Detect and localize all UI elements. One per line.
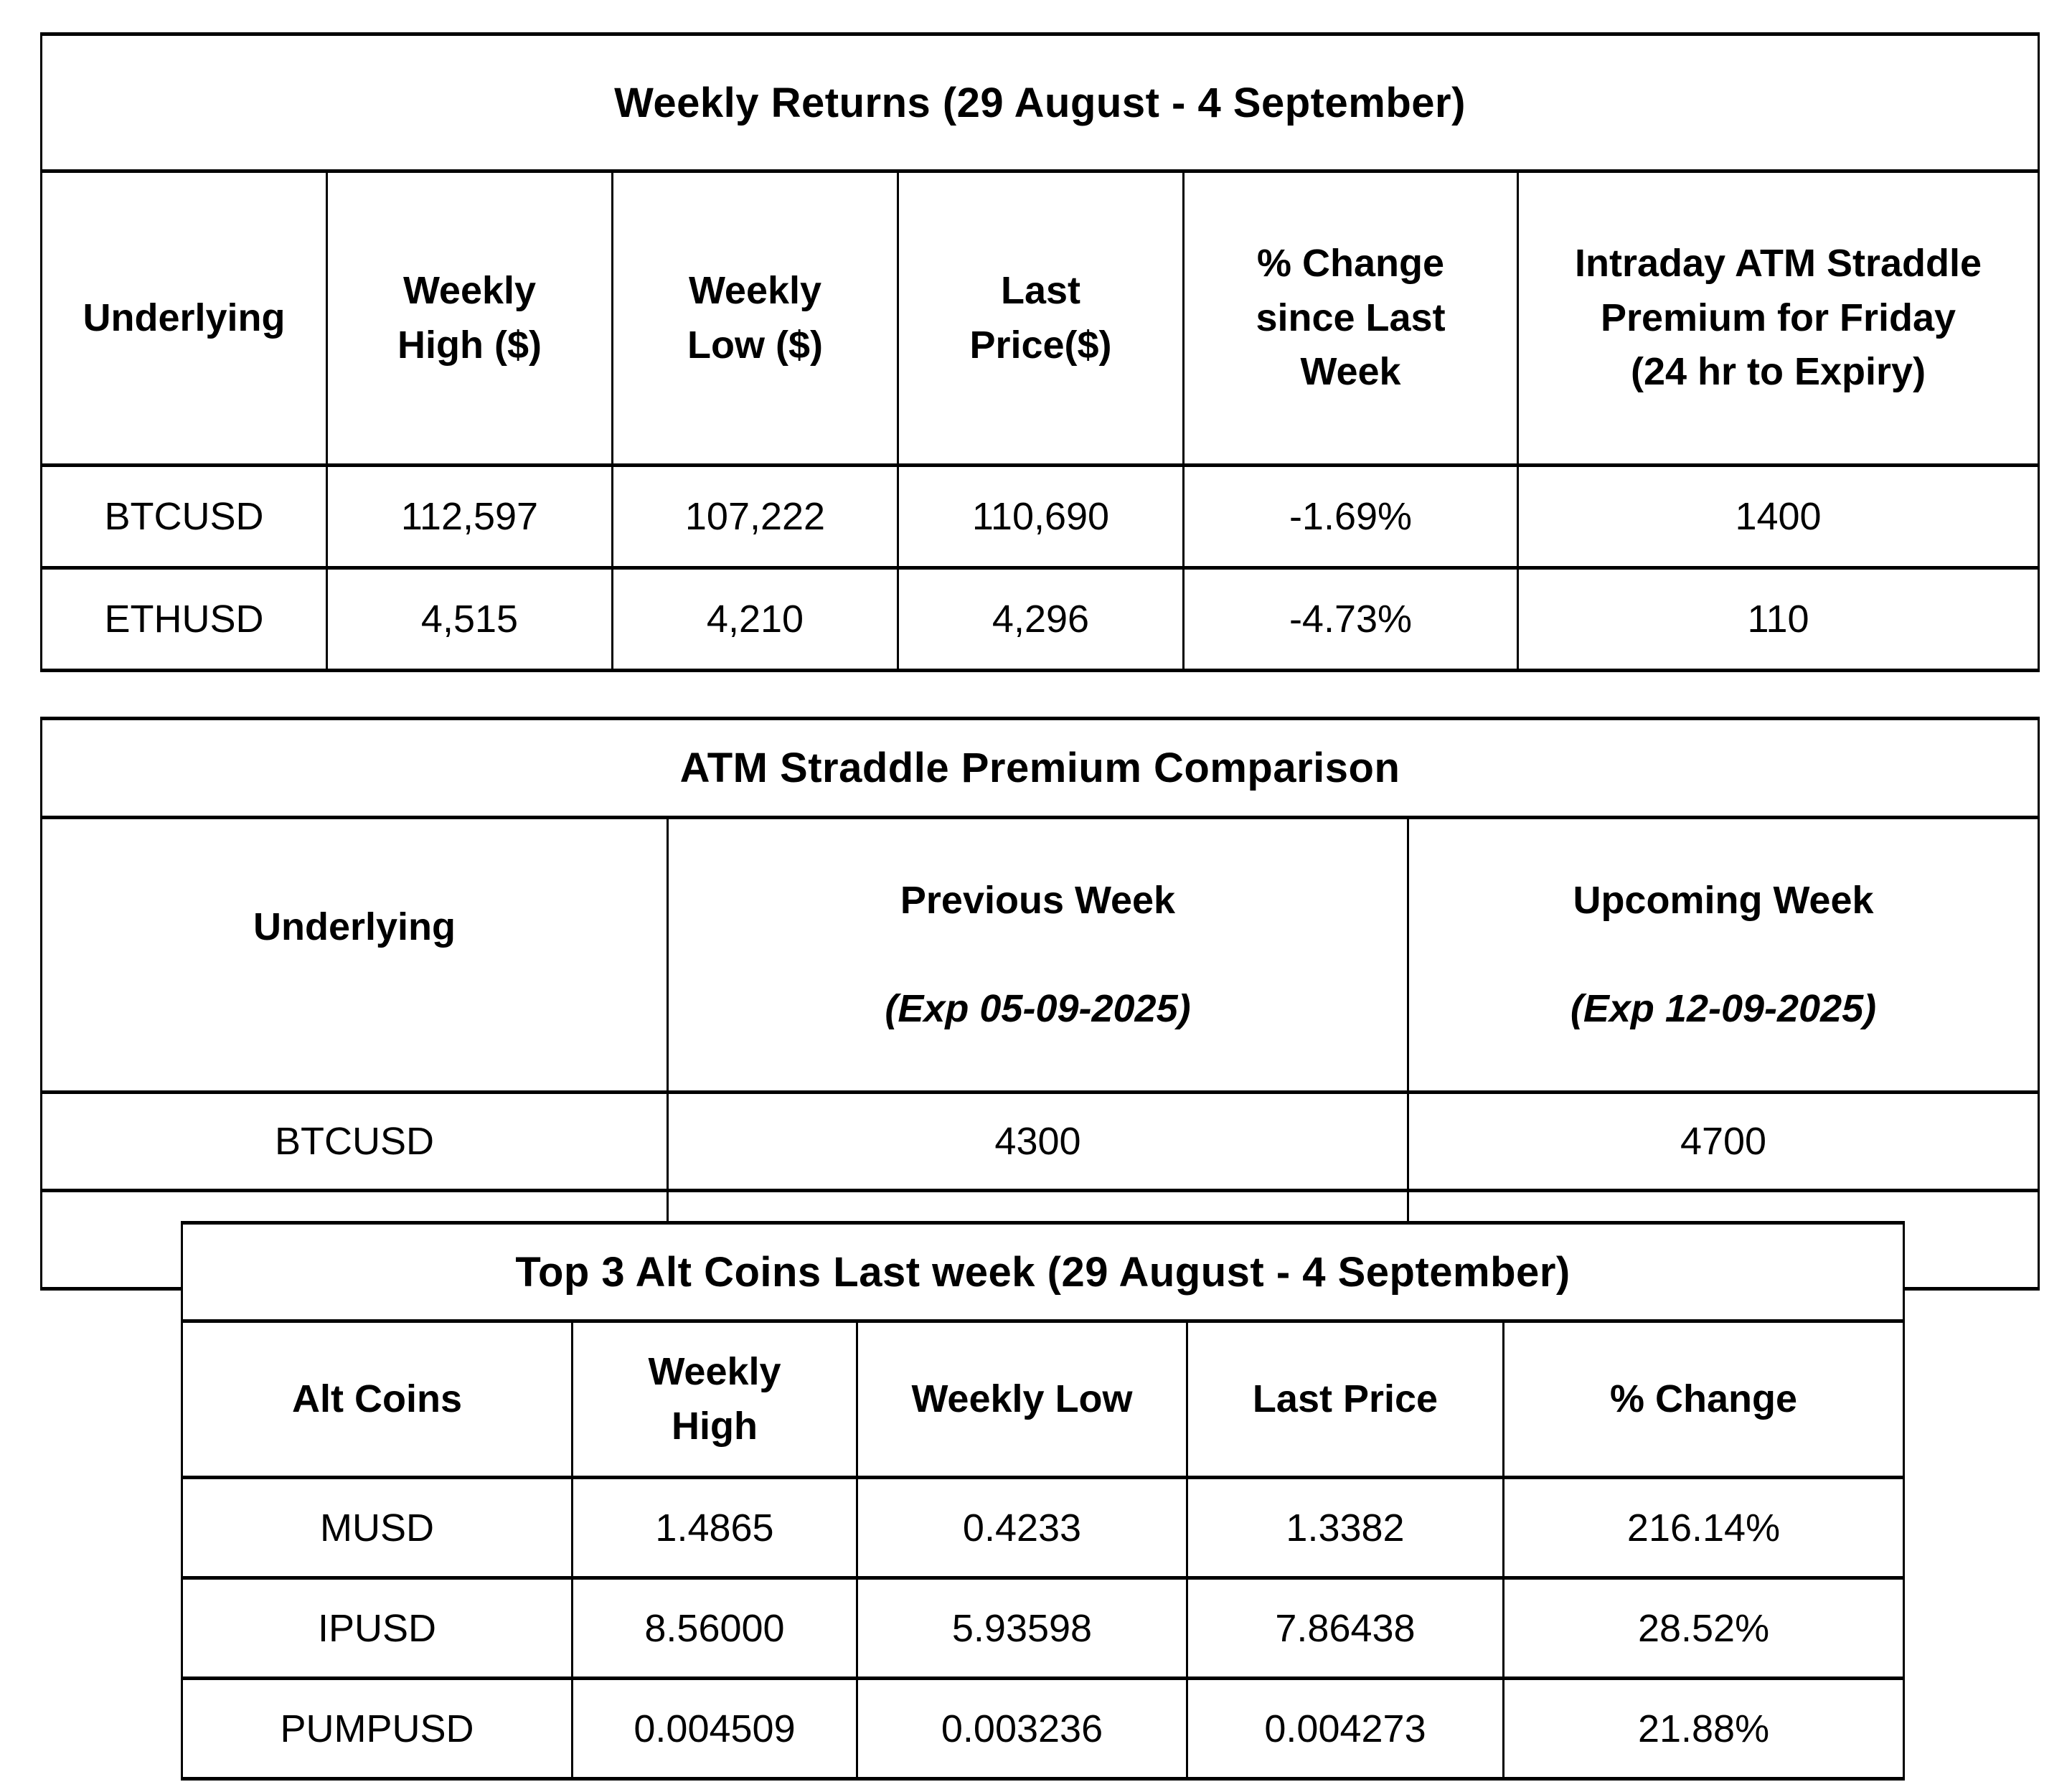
cell-weekly-low: 4,210 [611, 566, 899, 672]
cell-weekly-high: 112,597 [326, 463, 613, 570]
cell-coin: PUMPUSD [181, 1677, 573, 1781]
header-cell-weekly-low: Weekly Low [856, 1319, 1188, 1479]
cell-weekly-high: 8.56000 [571, 1576, 858, 1680]
table-row-ipusd: IPUSD 8.56000 5.93598 7.86438 28.52% [181, 1576, 1906, 1680]
header-cell-straddle-premium: Intraday ATM Straddle Premium for Friday… [1516, 169, 2040, 467]
header-cell-last-price: Last Price [1186, 1319, 1504, 1479]
cell-weekly-low: 107,222 [611, 463, 899, 570]
header-cell-weekly-low: Weekly Low ($) [611, 169, 899, 467]
weekly-returns-header-row: Underlying Weekly High ($) Weekly Low ($… [40, 169, 2040, 467]
header-expiry: (Exp 12-09-2025) [1570, 986, 1877, 1030]
weekly-returns-title: Weekly Returns (29 August - 4 September) [39, 32, 2040, 173]
header-cell-previous-week: Previous Week (Exp 05-09-2025) [667, 816, 1409, 1094]
cell-upcoming-week: 4700 [1406, 1090, 2040, 1192]
cell-weekly-low: 5.93598 [856, 1576, 1188, 1680]
header-cell-weekly-high: Weekly High ($) [326, 169, 613, 467]
cell-last-price: 4,296 [897, 566, 1185, 672]
header-cell-pct-change: % Change since Last Week [1182, 169, 1519, 467]
cell-weekly-high: 0.004509 [571, 1677, 858, 1781]
header-cell-underlying: Underlying [40, 816, 669, 1094]
header-expiry: (Exp 05-09-2025) [885, 986, 1191, 1030]
cell-weekly-high: 4,515 [326, 566, 613, 672]
cell-coin: IPUSD [181, 1576, 573, 1680]
cell-underlying: BTCUSD [40, 1090, 669, 1192]
cell-straddle-premium: 1400 [1516, 463, 2040, 570]
cell-weekly-low: 0.003236 [856, 1677, 1188, 1781]
cell-weekly-high: 1.4865 [571, 1476, 858, 1580]
alt-coins-table: Top 3 Alt Coins Last week (29 August - 4… [180, 1221, 1906, 1781]
header-label: Previous Week [900, 878, 1176, 922]
cell-weekly-low: 0.4233 [856, 1476, 1188, 1580]
table-row-btcusd: BTCUSD 112,597 107,222 110,690 -1.69% 14… [40, 463, 2040, 570]
straddle-comparison-table: ATM Straddle Premium Comparison Underlyi… [39, 717, 2040, 1291]
cell-previous-week: 4300 [667, 1090, 1409, 1192]
cell-pct-change: -4.73% [1182, 566, 1519, 672]
table-row-btcusd: BTCUSD 4300 4700 [40, 1090, 2040, 1192]
cell-last-price: 7.86438 [1186, 1576, 1504, 1680]
header-cell-upcoming-week: Upcoming Week (Exp 12-09-2025) [1406, 816, 2040, 1094]
cell-straddle-premium: 110 [1516, 566, 2040, 672]
header-cell-alt-coins: Alt Coins [181, 1319, 573, 1479]
cell-coin: MUSD [181, 1476, 573, 1580]
straddle-comparison-title: ATM Straddle Premium Comparison [39, 717, 2040, 819]
cell-underlying: ETHUSD [40, 566, 328, 672]
cell-last-price: 0.004273 [1186, 1677, 1504, 1781]
weekly-returns-title-row: Weekly Returns (29 August - 4 September) [39, 32, 2040, 173]
weekly-returns-table: Weekly Returns (29 August - 4 September)… [39, 32, 2040, 672]
alt-coins-header-row: Alt Coins Weekly High Weekly Low Last Pr… [181, 1319, 1906, 1479]
straddle-comparison-header-row: Underlying Previous Week (Exp 05-09-2025… [40, 816, 2040, 1094]
header-cell-pct-change: % Change [1502, 1319, 1906, 1479]
cell-pct-change: 28.52% [1502, 1576, 1906, 1680]
header-label: Upcoming Week [1573, 878, 1874, 922]
header-cell-last-price: Last Price($) [897, 169, 1185, 467]
header-cell-underlying: Underlying [40, 169, 328, 467]
cell-pct-change: -1.69% [1182, 463, 1519, 570]
cell-last-price: 1.3382 [1186, 1476, 1504, 1580]
cell-underlying: BTCUSD [40, 463, 328, 570]
table-row-ethusd: ETHUSD 4,515 4,210 4,296 -4.73% 110 [40, 566, 2040, 672]
table-row-pumpusd: PUMPUSD 0.004509 0.003236 0.004273 21.88… [181, 1677, 1906, 1781]
alt-coins-title-row: Top 3 Alt Coins Last week (29 August - 4… [180, 1221, 1906, 1323]
alt-coins-title: Top 3 Alt Coins Last week (29 August - 4… [180, 1221, 1906, 1323]
cell-last-price: 110,690 [897, 463, 1185, 570]
header-cell-weekly-high: Weekly High [571, 1319, 858, 1479]
straddle-comparison-title-row: ATM Straddle Premium Comparison [39, 717, 2040, 819]
header-label: Underlying [253, 905, 456, 949]
cell-pct-change: 216.14% [1502, 1476, 1906, 1580]
table-row-musd: MUSD 1.4865 0.4233 1.3382 216.14% [181, 1476, 1906, 1580]
cell-pct-change: 21.88% [1502, 1677, 1906, 1781]
